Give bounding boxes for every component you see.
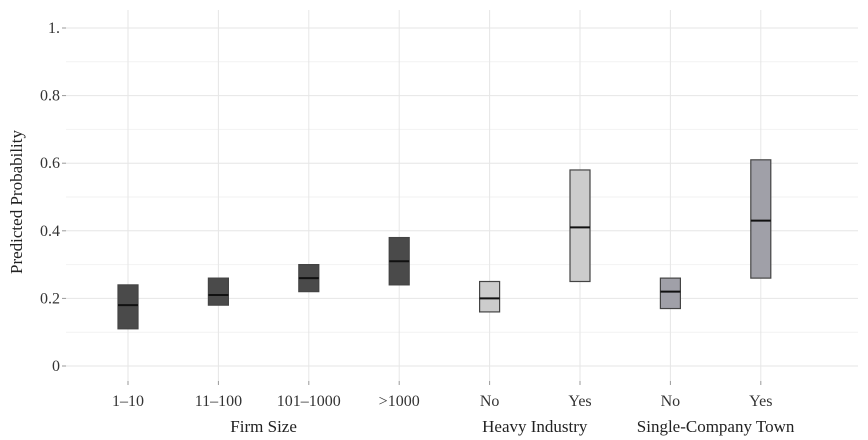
x-tick-label: No xyxy=(661,393,681,410)
y-tick-label: 0.2 xyxy=(40,290,60,307)
y-tick-label: 0.4 xyxy=(40,223,60,240)
y-axis: 0 0.2 0.4 0.6 0.8 1. xyxy=(40,20,66,375)
interval-box xyxy=(117,284,139,330)
y-tick-label: 0.8 xyxy=(40,88,60,105)
interval-box xyxy=(207,277,229,306)
y-axis-title: Predicted Probability xyxy=(7,130,26,275)
group-label: Firm Size xyxy=(230,417,297,436)
x-tick-label: 11–100 xyxy=(195,393,242,410)
interval-box xyxy=(479,280,501,313)
interval-box xyxy=(750,159,772,279)
y-tick-label: 0 xyxy=(52,358,60,375)
x-tick-label: Yes xyxy=(568,393,591,410)
group-labels: Firm Size Heavy Industry Single-Company To… xyxy=(230,417,795,436)
x-tick-label: >1000 xyxy=(379,393,420,410)
x-axis: 1–10 11–100 101–1000 >1000 No Yes No Yes xyxy=(112,381,772,410)
group-label: Single-Company Town xyxy=(637,417,795,436)
x-tick-label: 101–1000 xyxy=(277,393,341,410)
y-tick-label: 0.6 xyxy=(40,155,60,172)
grid xyxy=(66,10,858,381)
x-tick-label: No xyxy=(480,393,500,410)
x-tick-label: 1–10 xyxy=(112,393,144,410)
x-tick-label: Yes xyxy=(749,393,772,410)
group-label: Heavy Industry xyxy=(482,417,588,436)
interval-box xyxy=(659,277,682,310)
interval-box xyxy=(569,169,591,283)
interval-marks xyxy=(117,159,772,330)
y-tick-label: 1. xyxy=(48,20,60,37)
